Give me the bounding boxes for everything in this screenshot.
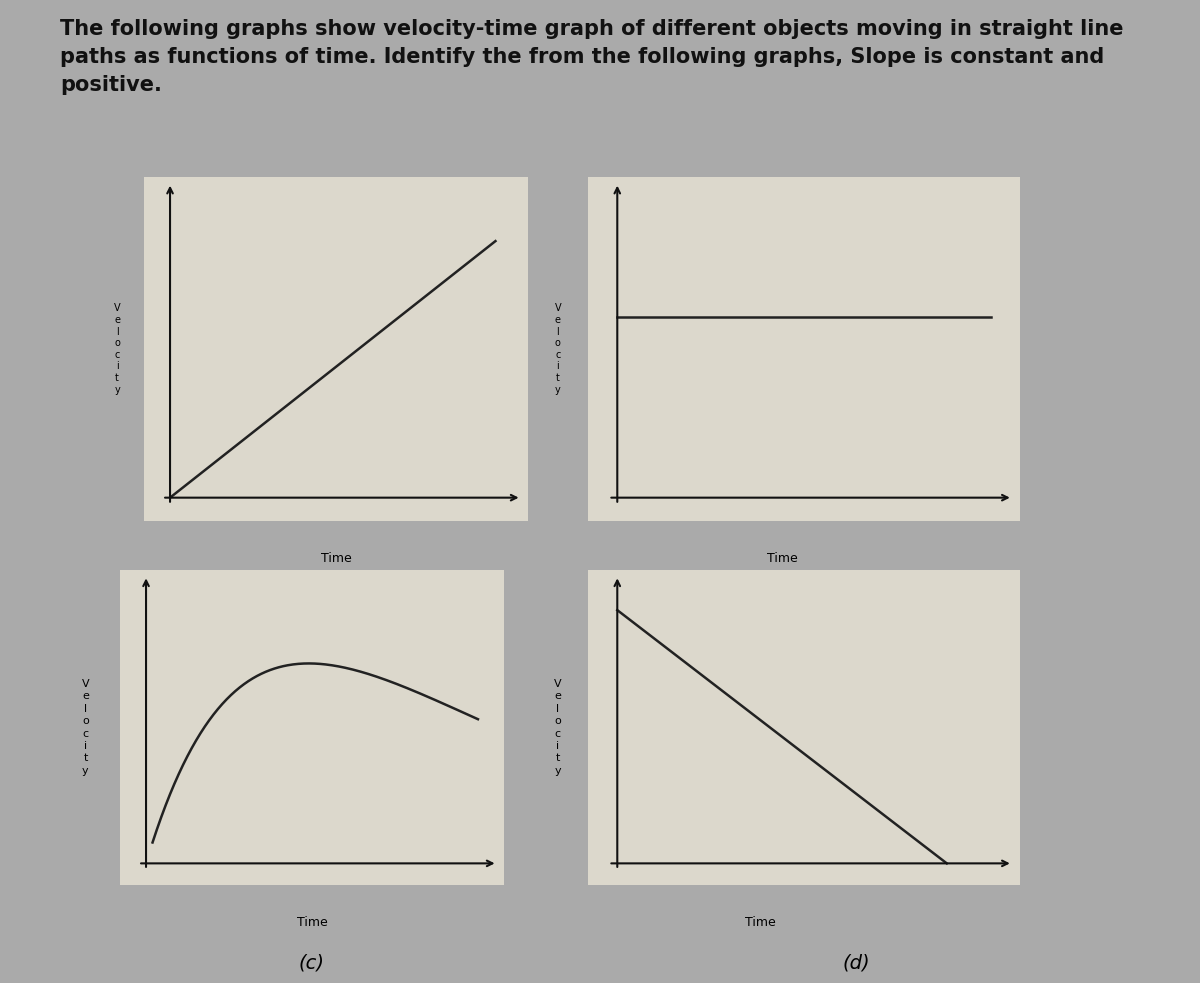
- Text: (c): (c): [299, 954, 325, 973]
- Text: V
e
l
o
c
i
t
y: V e l o c i t y: [554, 679, 562, 776]
- Text: (a): (a): [323, 590, 349, 608]
- Text: Time: Time: [296, 916, 328, 929]
- Text: Time: Time: [767, 552, 798, 565]
- Text: V
e
l
o
c
i
t
y: V e l o c i t y: [82, 679, 89, 776]
- Text: The following graphs show velocity-time graph of different objects moving in str: The following graphs show velocity-time …: [60, 20, 1123, 95]
- Text: Time: Time: [320, 552, 352, 565]
- Text: (b): (b): [854, 590, 883, 608]
- Text: Time: Time: [745, 916, 776, 929]
- Text: (d): (d): [842, 954, 870, 973]
- Text: V
e
l
o
c
i
t
y: V e l o c i t y: [114, 304, 120, 394]
- Text: V
e
l
o
c
i
t
y: V e l o c i t y: [554, 304, 562, 394]
